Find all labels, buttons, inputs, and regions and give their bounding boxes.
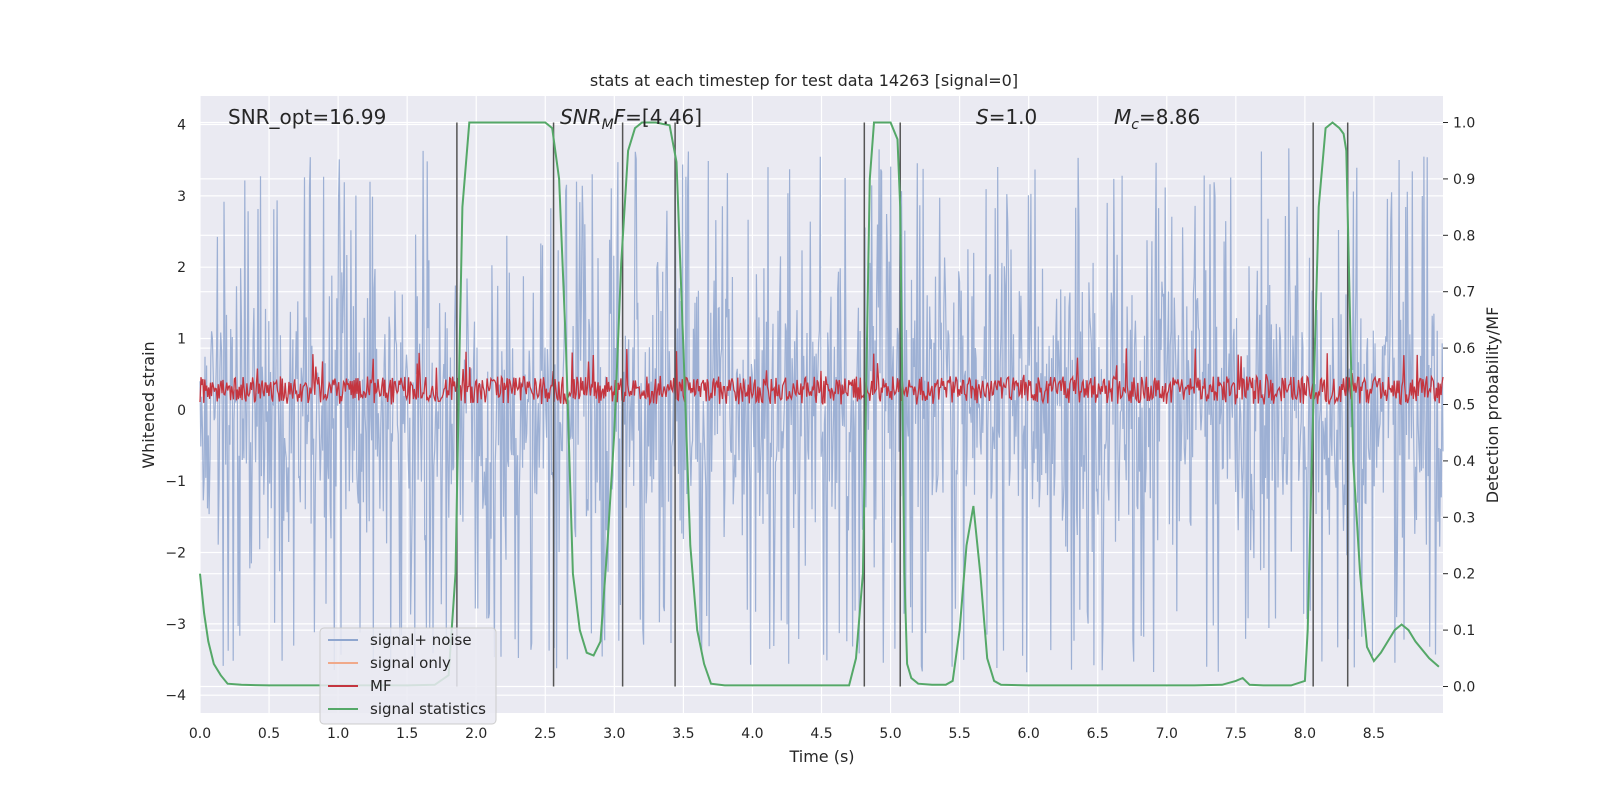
legend-box — [319, 627, 497, 725]
y-tick-label: −1 — [165, 474, 186, 490]
x-axis-ticks: 0.0 0.5 1.0 1.5 2.0 2.5 3.0 3.5 4.0 4.5 5.0 5.5 6.0 6… — [189, 726, 1385, 742]
mc-value: =8.86 — [1139, 105, 1200, 129]
y-tick-label: 2 — [177, 260, 186, 276]
y-tick-label: −3 — [165, 617, 186, 633]
y2-axis-ticks: 1.0 0.9 0.8 0.7 0.6 0.5 0.4 0.3 0.2 0.1 0.0 — [1443, 116, 1475, 695]
y-tick-label: 4 — [177, 118, 186, 134]
x-tick-label: 1.0 — [327, 726, 349, 742]
x-tick-label: 4.5 — [810, 726, 832, 742]
y-axis-label: Whitened strain — [139, 341, 158, 468]
x-tick-label: 8.0 — [1294, 726, 1316, 742]
x-tick-label: 5.0 — [879, 726, 901, 742]
y-axis-ticks: 4 3 2 1 0 −1 −2 −3 −4 — [165, 118, 186, 705]
y2-tick-label: 1.0 — [1453, 116, 1475, 132]
x-tick-label: 3.0 — [603, 726, 625, 742]
annotation-mc: Mc=8.86 — [1114, 105, 1200, 133]
x-tick-label: 5.5 — [948, 726, 970, 742]
y2-tick-label: 0.0 — [1453, 679, 1475, 695]
y2-tick-label: 0.1 — [1453, 623, 1475, 639]
mf-line — [199, 348, 1444, 406]
signal-statistics-series — [199, 121, 1440, 687]
annotation-snr-mf: SNRMF=[4.46] — [560, 105, 702, 133]
signal-noise-line — [199, 148, 1444, 673]
annotation-s: S=1.0 — [976, 105, 1037, 129]
legend-entry-label: MF — [370, 677, 392, 695]
y-tick-label: 1 — [177, 332, 186, 348]
y-tick-label: 3 — [177, 189, 186, 205]
legend-entry-label: signal statistics — [370, 700, 486, 718]
s-label: S — [976, 105, 989, 129]
y2-tick-label: 0.6 — [1453, 341, 1475, 357]
x-tick-label: 0.5 — [258, 726, 280, 742]
x-tick-label: 2.5 — [534, 726, 556, 742]
x-tick-label: 6.0 — [1018, 726, 1040, 742]
legend-entry-label: signal+ noise — [370, 631, 472, 649]
x-tick-label: 2.0 — [465, 726, 487, 742]
plot-area — [199, 96, 1444, 713]
x-tick-label: 8.5 — [1363, 726, 1385, 742]
y2-tick-label: 0.4 — [1453, 454, 1475, 470]
y2-tick-label: 0.8 — [1453, 228, 1475, 244]
y2-tick-label: 0.2 — [1453, 567, 1475, 583]
snr-mf-sub: M — [602, 117, 614, 133]
snr-mf-prefix: SNR — [560, 105, 602, 129]
y2-tick-label: 0.7 — [1453, 285, 1475, 301]
y-tick-label: −2 — [165, 546, 186, 562]
y-tick-label: 0 — [177, 403, 186, 419]
annotation-snr-opt: SNR_opt=16.99 — [228, 105, 386, 129]
x-tick-label: 6.5 — [1087, 726, 1109, 742]
x-tick-label: 7.5 — [1225, 726, 1247, 742]
snr-mf-suffix: F — [614, 105, 626, 129]
signal-noise-series — [199, 148, 1444, 673]
legend-entry-label: signal only — [370, 654, 451, 672]
x-tick-label: 4.0 — [741, 726, 763, 742]
chart-title: stats at each timestep for test data 142… — [590, 71, 1018, 90]
mf-series — [199, 348, 1444, 406]
x-axis-label: Time (s) — [788, 747, 854, 766]
s-value: =1.0 — [989, 105, 1038, 129]
y2-tick-label: 0.3 — [1453, 510, 1475, 526]
y2-tick-label: 0.5 — [1453, 398, 1475, 414]
y-tick-label: −4 — [165, 688, 186, 704]
x-tick-label: 0.0 — [189, 726, 211, 742]
x-tick-label: 7.0 — [1156, 726, 1178, 742]
legend: signal+ noise signal only MF signal statist… — [319, 627, 497, 725]
snr-mf-value: =[4.46] — [625, 105, 702, 129]
mc-sub: c — [1131, 117, 1139, 133]
x-tick-label: 1.5 — [396, 726, 418, 742]
signal-statistics-line — [199, 121, 1440, 687]
x-tick-label: 3.5 — [672, 726, 694, 742]
mc-label: M — [1114, 105, 1131, 129]
y2-axis-label: Detection probability/MF — [1483, 307, 1502, 504]
y2-tick-label: 0.9 — [1453, 172, 1475, 188]
